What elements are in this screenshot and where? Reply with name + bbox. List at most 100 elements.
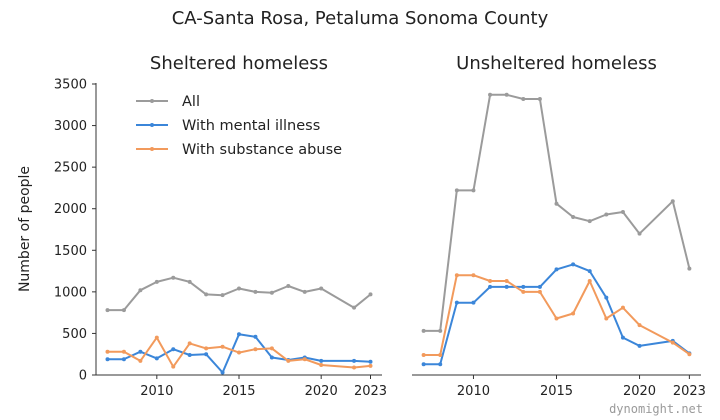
data-point-all xyxy=(521,96,526,101)
unsheltered-panel: Unsheltered homeless 2010 2015 2020 2023 xyxy=(412,53,706,399)
data-point-with-substance-abuse xyxy=(352,365,357,370)
y-tick-label: 1000 xyxy=(54,285,87,300)
data-point-with-substance-abuse xyxy=(637,323,642,328)
data-point-with-mental-illness xyxy=(504,284,509,289)
data-point-with-substance-abuse xyxy=(138,358,143,363)
data-point-with-mental-illness xyxy=(604,295,609,300)
data-point-with-mental-illness xyxy=(438,362,443,367)
data-point-with-mental-illness xyxy=(154,356,159,361)
legend-label-with-substance-abuse: With substance abuse xyxy=(182,142,342,158)
data-point-with-substance-abuse xyxy=(253,347,258,352)
data-point-with-substance-abuse xyxy=(286,358,291,363)
y-tick-label: 3000 xyxy=(54,119,87,134)
data-point-all xyxy=(637,231,642,236)
data-point-all xyxy=(670,199,675,204)
data-point-all xyxy=(488,92,493,97)
panel-title: Unsheltered homeless xyxy=(456,53,657,74)
data-point-with-substance-abuse xyxy=(604,316,609,321)
data-point-all xyxy=(687,266,692,271)
data-point-all xyxy=(537,96,542,101)
data-point-all xyxy=(504,92,509,97)
y-tick-label: 1500 xyxy=(54,244,87,259)
data-point-with-mental-illness xyxy=(637,343,642,348)
data-point-all xyxy=(604,212,609,217)
data-point-all xyxy=(171,275,176,280)
data-point-with-substance-abuse xyxy=(571,311,576,316)
x-tick-label: 2015 xyxy=(540,384,573,399)
data-point-all xyxy=(620,210,625,215)
data-point-with-substance-abuse xyxy=(269,346,274,351)
data-point-all xyxy=(138,288,143,293)
y-axis-label: Number of people xyxy=(17,166,33,292)
data-point-with-mental-illness xyxy=(554,267,559,272)
x-tick-label: 2023 xyxy=(673,384,706,399)
data-point-all xyxy=(154,279,159,284)
data-point-all xyxy=(253,289,258,294)
data-point-with-mental-illness xyxy=(352,358,357,363)
data-point-with-substance-abuse xyxy=(587,279,592,284)
data-point-with-substance-abuse xyxy=(537,289,542,294)
y-tick-label: 2000 xyxy=(54,202,87,217)
data-point-with-substance-abuse xyxy=(368,363,373,368)
data-point-with-mental-illness xyxy=(253,334,258,339)
data-point-all xyxy=(187,279,192,284)
data-point-with-substance-abuse xyxy=(220,344,225,349)
data-point-with-mental-illness xyxy=(488,284,493,289)
data-point-with-substance-abuse xyxy=(620,305,625,310)
panel-title: Sheltered homeless xyxy=(150,53,328,74)
x-tick-label: 2020 xyxy=(623,384,656,399)
data-point-with-substance-abuse xyxy=(105,349,110,354)
data-point-with-substance-abuse xyxy=(670,340,675,345)
watermark: dynomight.net xyxy=(609,402,703,416)
data-point-with-mental-illness xyxy=(454,300,459,305)
data-point-with-substance-abuse xyxy=(488,279,493,284)
legend-marker-with-mental-illness xyxy=(150,123,154,127)
data-point-all xyxy=(286,284,291,289)
data-point-all xyxy=(587,219,592,224)
legend-marker-with-substance-abuse xyxy=(150,147,154,151)
data-point-with-mental-illness xyxy=(620,335,625,340)
data-point-all xyxy=(438,328,443,333)
data-point-with-mental-illness xyxy=(571,262,576,267)
data-point-with-substance-abuse xyxy=(204,346,209,351)
legend-marker-all xyxy=(150,99,154,103)
x-tick-label: 2010 xyxy=(457,384,490,399)
data-point-with-mental-illness xyxy=(105,357,110,362)
data-point-all xyxy=(269,290,274,295)
data-point-with-mental-illness xyxy=(537,284,542,289)
x-tick-label: 2015 xyxy=(222,384,255,399)
data-point-with-substance-abuse xyxy=(187,341,192,346)
data-point-all xyxy=(204,292,209,297)
x-tick-label: 2023 xyxy=(354,384,387,399)
data-point-with-substance-abuse xyxy=(121,349,126,354)
series-line-all xyxy=(107,276,372,312)
data-point-all xyxy=(421,328,426,333)
series-line-with-substance-abuse xyxy=(423,274,690,356)
data-point-with-mental-illness xyxy=(121,357,126,362)
data-point-with-mental-illness xyxy=(587,269,592,274)
data-point-with-mental-illness xyxy=(421,362,426,367)
x-tick-label: 2010 xyxy=(140,384,173,399)
data-point-with-mental-illness xyxy=(319,358,324,363)
data-point-with-substance-abuse xyxy=(154,335,159,340)
data-point-all xyxy=(105,308,110,313)
data-point-all xyxy=(454,188,459,193)
y-tick-label: 3500 xyxy=(54,78,87,93)
data-point-all xyxy=(319,286,324,291)
series-line-with-substance-abuse xyxy=(107,336,371,369)
y-tick-label: 500 xyxy=(62,327,87,342)
data-point-with-substance-abuse xyxy=(504,279,509,284)
y-tick-label: 2500 xyxy=(54,161,87,176)
data-point-with-substance-abuse xyxy=(171,364,176,369)
data-point-with-mental-illness xyxy=(471,300,476,305)
data-point-with-mental-illness xyxy=(187,353,192,358)
data-point-all xyxy=(220,293,225,298)
data-point-with-mental-illness xyxy=(220,370,225,375)
data-point-with-mental-illness xyxy=(368,359,373,364)
data-point-with-mental-illness xyxy=(204,352,209,357)
data-point-all xyxy=(352,305,357,310)
legend: All With mental illness With substance abu… xyxy=(136,94,342,158)
data-point-with-mental-illness xyxy=(521,284,526,289)
data-point-with-substance-abuse xyxy=(454,273,459,278)
series-line-with-mental-illness xyxy=(107,333,371,374)
